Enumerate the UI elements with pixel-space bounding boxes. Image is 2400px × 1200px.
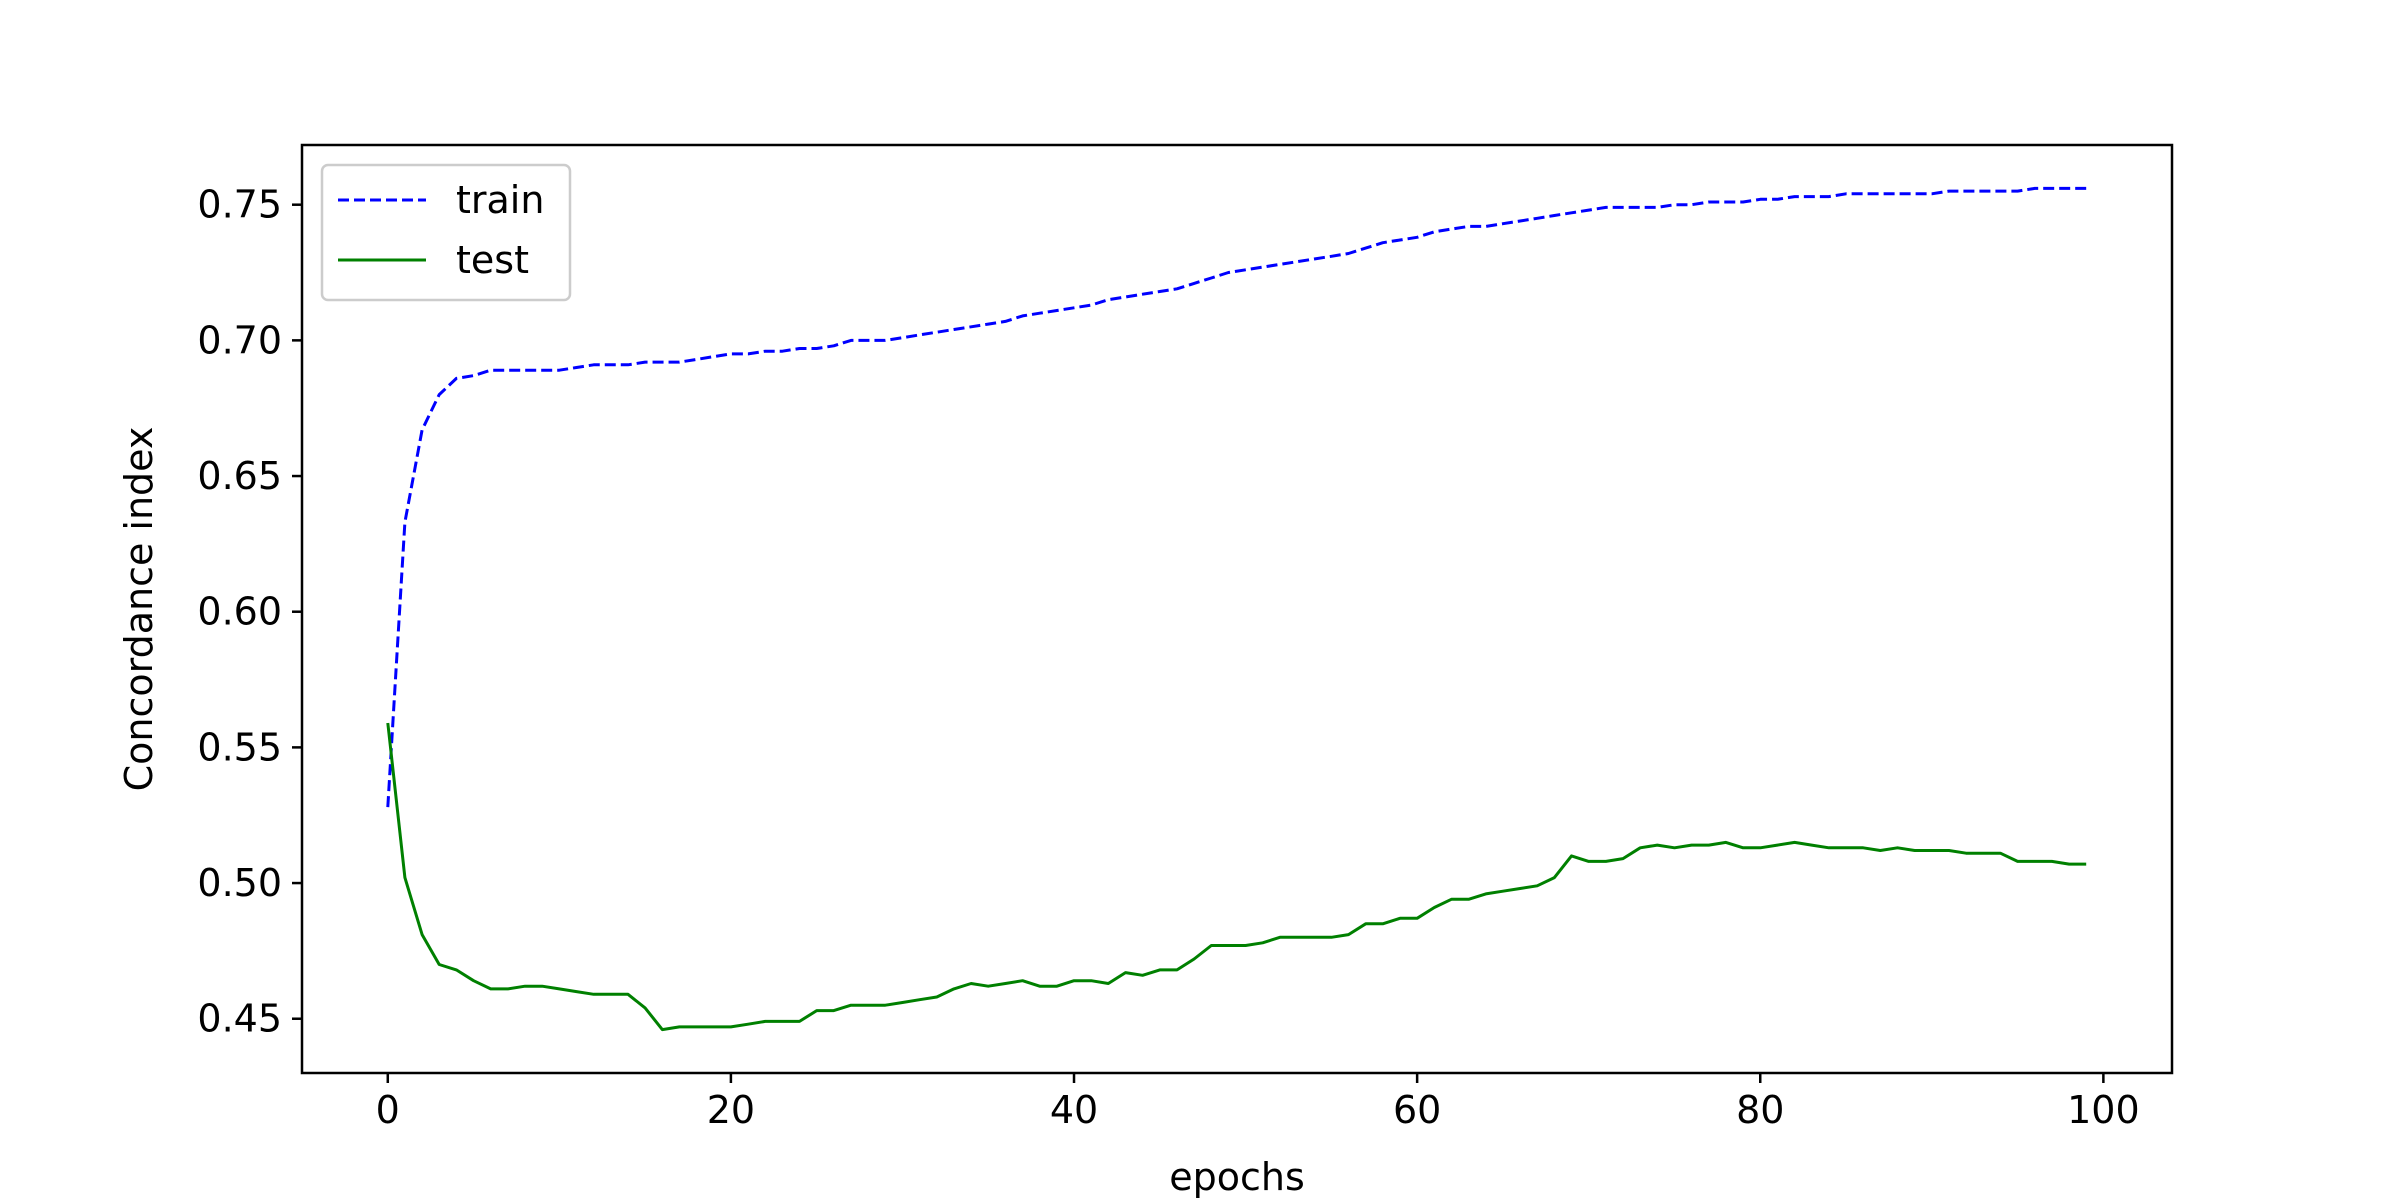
y-tick-label: 0.75 [197, 183, 282, 227]
x-axis-label: epochs [1169, 1155, 1305, 1199]
series-layer [386, 186, 2087, 1032]
x-tick-label: 40 [1050, 1088, 1098, 1132]
x-tick-label: 100 [2067, 1088, 2140, 1132]
series-line-train [386, 186, 2087, 808]
y-tick-label: 0.70 [197, 318, 282, 362]
y-tick-label: 0.65 [197, 454, 282, 498]
x-tick-label: 0 [376, 1088, 400, 1132]
series-line-test [386, 722, 2087, 1032]
y-tick-label: 0.50 [197, 861, 282, 905]
legend: train test [320, 163, 572, 302]
x-tick-label: 20 [707, 1088, 755, 1132]
y-tick-label: 0.60 [197, 590, 282, 634]
y-axis-label: Concordance index [117, 427, 161, 792]
y-tick-label: 0.45 [197, 997, 282, 1041]
plot-frame [300, 143, 2174, 1075]
legend-box [320, 163, 572, 302]
x-tick-label: 80 [1736, 1088, 1784, 1132]
y-axis-ticks: 0.45 0.50 0.55 0.60 0.65 0.70 0.75 [197, 183, 302, 1041]
y-tick-label: 0.55 [197, 725, 282, 769]
x-axis-ticks: 0 20 40 60 80 100 [376, 1073, 2140, 1132]
legend-label-test: test [456, 238, 529, 282]
x-tick-label: 60 [1393, 1088, 1441, 1132]
legend-label-train: train [456, 178, 544, 222]
